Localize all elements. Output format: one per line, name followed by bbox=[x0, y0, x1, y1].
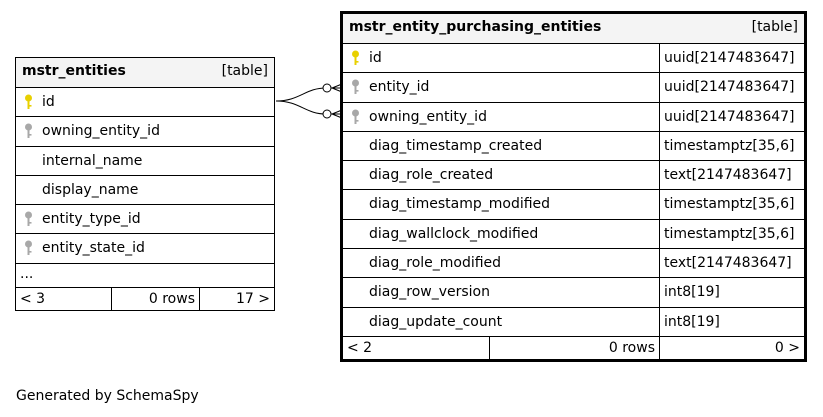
column-row[interactable]: diag_update_count int8[19] bbox=[343, 307, 804, 337]
foreign-key-icon bbox=[351, 79, 360, 95]
column-type: text[2147483647] bbox=[659, 161, 792, 190]
column-type: uuid[2147483647] bbox=[659, 73, 795, 102]
column-type: text[2147483647] bbox=[659, 249, 792, 278]
table-kind: [table] bbox=[751, 19, 798, 35]
primary-key-icon bbox=[24, 94, 33, 110]
foreign-key-icon bbox=[24, 240, 33, 256]
relationship-crowfoot-marker bbox=[330, 109, 343, 119]
column-row[interactable]: diag_row_version int8[19] bbox=[343, 278, 804, 308]
column-name: diag_wallclock_modified bbox=[369, 225, 539, 242]
foreign-key-icon bbox=[24, 211, 33, 227]
column-row[interactable]: entity_state_id bbox=[16, 234, 274, 264]
column-name: entity_type_id bbox=[42, 211, 141, 228]
column-type: uuid[2147483647] bbox=[659, 102, 795, 131]
column-type: timestamptz[35,6] bbox=[659, 190, 794, 219]
foreign-key-icon bbox=[351, 109, 360, 125]
column-name: diag_row_version bbox=[369, 284, 490, 301]
column-type: timestamptz[35,6] bbox=[659, 219, 794, 249]
column-name: display_name bbox=[42, 181, 139, 198]
column-name: diag_role_modified bbox=[369, 255, 502, 272]
column-row[interactable]: entity_type_id bbox=[16, 205, 274, 235]
column-name: internal_name bbox=[42, 152, 143, 169]
footer-prev-link[interactable]: < 3 bbox=[20, 290, 46, 307]
generator-caption: Generated by SchemaSpy bbox=[16, 388, 199, 404]
column-name: diag_timestamp_created bbox=[369, 137, 543, 154]
relationship-line-entity-id bbox=[275, 87, 342, 102]
column-row[interactable]: diag_timestamp_modified timestamptz[35,6] bbox=[343, 190, 804, 220]
column-name: entity_id bbox=[369, 79, 430, 96]
footer-row-count: 0 rows bbox=[489, 336, 659, 359]
relationship-line-owning-entity-id bbox=[275, 100, 342, 115]
table-footer: < 2 0 rows 0 > bbox=[343, 336, 804, 359]
column-row[interactable]: diag_timestamp_created timestamptz[35,6] bbox=[343, 131, 804, 162]
column-name: owning_entity_id bbox=[369, 108, 487, 125]
primary-key-icon bbox=[351, 50, 360, 66]
footer-next-link[interactable]: 0 > bbox=[659, 336, 804, 359]
table-header: mstr_entity_purchasing_entities [table] bbox=[343, 14, 804, 44]
column-row[interactable]: display_name bbox=[16, 176, 274, 206]
footer-prev-link[interactable]: < 2 bbox=[347, 339, 373, 356]
table-kind: [table] bbox=[221, 63, 268, 79]
column-type: uuid[2147483647] bbox=[659, 44, 795, 73]
table-name: mstr_entity_purchasing_entities bbox=[349, 19, 602, 35]
column-name: diag_update_count bbox=[369, 313, 503, 330]
column-row[interactable]: diag_wallclock_modified timestamptz[35,6] bbox=[343, 219, 804, 250]
column-row[interactable]: id bbox=[16, 88, 274, 118]
column-name: id bbox=[42, 94, 55, 110]
foreign-key-icon bbox=[24, 123, 33, 139]
table-mstr-entities[interactable]: mstr_entities [table] id owning_entity_id… bbox=[15, 57, 275, 311]
column-row[interactable]: internal_name bbox=[16, 147, 274, 176]
table-ellipsis-row: ... bbox=[16, 264, 274, 288]
column-type: int8[19] bbox=[659, 278, 720, 307]
column-type: timestamptz[35,6] bbox=[659, 131, 794, 161]
column-name: entity_state_id bbox=[42, 240, 145, 257]
relationship-crowfoot-marker bbox=[330, 83, 343, 93]
footer-next-link[interactable]: 17 > bbox=[199, 287, 274, 310]
column-name: id bbox=[369, 50, 382, 66]
column-row[interactable]: id uuid[2147483647] bbox=[343, 44, 804, 74]
column-row[interactable]: owning_entity_id uuid[2147483647] bbox=[343, 102, 804, 132]
column-row[interactable]: entity_id uuid[2147483647] bbox=[343, 73, 804, 103]
column-name: diag_timestamp_modified bbox=[369, 196, 551, 213]
relationship-optional-marker bbox=[322, 83, 332, 93]
table-name: mstr_entities bbox=[22, 63, 126, 79]
table-footer: < 3 0 rows 17 > bbox=[16, 287, 274, 310]
column-row[interactable]: owning_entity_id bbox=[16, 117, 274, 147]
column-row[interactable]: diag_role_modified text[2147483647] bbox=[343, 249, 804, 279]
table-mstr-entity-purchasing-entities[interactable]: mstr_entity_purchasing_entities [table] … bbox=[340, 11, 807, 362]
table-header: mstr_entities [table] bbox=[16, 58, 274, 88]
column-name: diag_role_created bbox=[369, 167, 494, 184]
column-type: int8[19] bbox=[659, 307, 720, 336]
relationship-optional-marker bbox=[322, 109, 332, 119]
column-row[interactable]: diag_role_created text[2147483647] bbox=[343, 161, 804, 191]
footer-row-count: 0 rows bbox=[111, 287, 199, 310]
ellipsis: ... bbox=[20, 265, 34, 282]
column-name: owning_entity_id bbox=[42, 123, 160, 140]
